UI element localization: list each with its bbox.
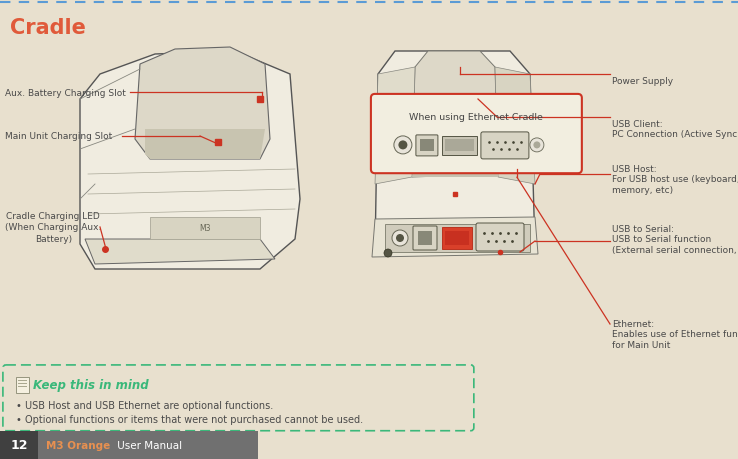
Bar: [18, 386, 27, 387]
Bar: [420, 140, 434, 151]
Bar: [0, 431, 258, 459]
Circle shape: [530, 139, 544, 152]
Bar: [0, 431, 38, 459]
Polygon shape: [135, 48, 270, 160]
Bar: [442, 137, 477, 156]
Polygon shape: [412, 52, 498, 178]
Text: Ethernet:
Enables use of Ethernet function
for Main Unit: Ethernet: Enables use of Ethernet functi…: [612, 319, 738, 349]
Circle shape: [396, 235, 404, 242]
Circle shape: [399, 141, 407, 150]
Text: M3 Orange: M3 Orange: [46, 440, 110, 450]
Text: Main Unit Charging Slot: Main Unit Charging Slot: [5, 132, 112, 141]
Text: USB Client:
PC Connection (Active Sync): USB Client: PC Connection (Active Sync): [612, 120, 738, 139]
Polygon shape: [375, 52, 535, 254]
Bar: [385, 224, 530, 252]
Text: • USB Host and USB Ethernet are optional functions.: • USB Host and USB Ethernet are optional…: [16, 400, 273, 410]
FancyBboxPatch shape: [413, 226, 437, 251]
Bar: [150, 218, 260, 240]
Polygon shape: [80, 52, 300, 269]
FancyBboxPatch shape: [371, 95, 582, 174]
Text: Cradle Charging LED
(When Charging Aux.
Battery): Cradle Charging LED (When Charging Aux. …: [5, 211, 101, 244]
FancyBboxPatch shape: [416, 135, 438, 157]
Polygon shape: [372, 218, 538, 257]
Circle shape: [392, 230, 408, 246]
Polygon shape: [375, 68, 415, 185]
Bar: [18, 380, 27, 381]
Bar: [418, 231, 432, 246]
Polygon shape: [85, 240, 275, 264]
Text: When using Ethernet Cradle: When using Ethernet Cradle: [410, 112, 543, 122]
Polygon shape: [495, 68, 535, 185]
Text: Power Supply: Power Supply: [612, 77, 673, 86]
Circle shape: [384, 249, 392, 257]
FancyBboxPatch shape: [3, 365, 474, 431]
Text: M3: M3: [199, 224, 211, 233]
Text: Aux. Battery Charging Slot: Aux. Battery Charging Slot: [5, 88, 126, 97]
Circle shape: [394, 137, 412, 155]
Bar: [16, 377, 29, 393]
Text: 12: 12: [10, 438, 28, 452]
Bar: [445, 140, 474, 151]
Bar: [445, 231, 469, 246]
Text: • Optional functions or items that were not purchased cannot be used.: • Optional functions or items that were …: [16, 414, 363, 424]
Text: USB Host:
For USB host use (keyboard,
memory, etc): USB Host: For USB host use (keyboard, me…: [612, 165, 738, 194]
FancyBboxPatch shape: [481, 133, 529, 160]
Polygon shape: [145, 130, 265, 160]
Bar: [442, 228, 472, 249]
Text: Keep this in mind: Keep this in mind: [33, 378, 148, 391]
Text: User Manual: User Manual: [114, 440, 182, 450]
Circle shape: [534, 142, 540, 149]
FancyBboxPatch shape: [476, 224, 524, 252]
Text: Cradle: Cradle: [10, 18, 86, 38]
Polygon shape: [412, 151, 498, 178]
Bar: [18, 383, 27, 385]
Text: USB to Serial:
USB to Serial function
(External serial connection, etc): USB to Serial: USB to Serial function (E…: [612, 224, 738, 254]
